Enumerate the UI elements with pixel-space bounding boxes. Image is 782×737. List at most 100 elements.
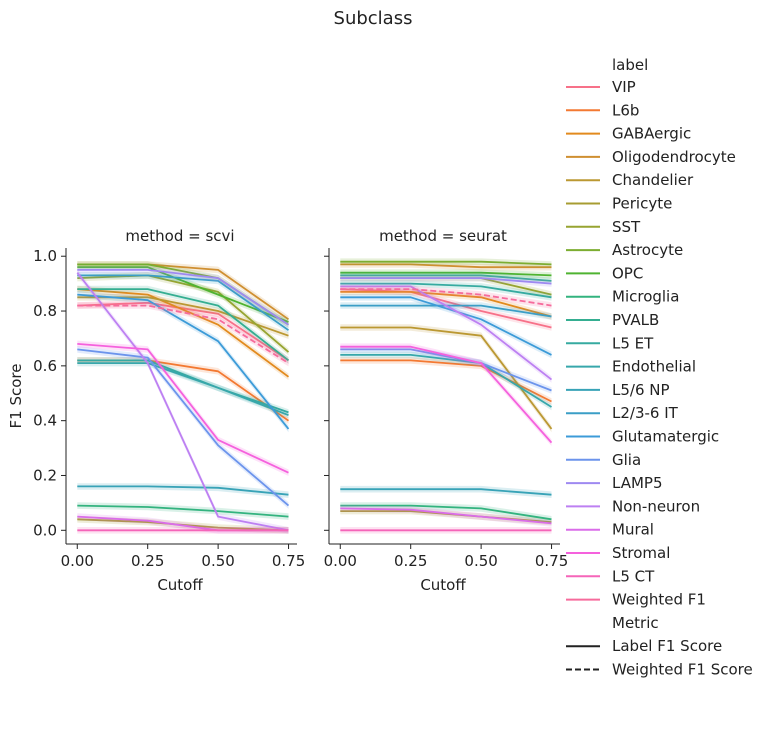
chart-title: Subclass	[334, 8, 413, 29]
series-line-glutamatergic	[340, 296, 552, 356]
series-band	[340, 285, 552, 309]
series-line-glia	[77, 348, 290, 507]
series-band	[340, 507, 552, 526]
panel-scvi: method = scvi 0.00 0.25 0.50 0.75 0.0 0.2 0.4…	[7, 227, 305, 594]
x-tick-label: 0.25	[394, 552, 427, 570]
x-axis-label: Cutoff	[420, 576, 466, 594]
series-band	[340, 502, 552, 523]
series-line-stromal	[340, 345, 553, 444]
legend-entry-label: Chandelier	[612, 171, 694, 189]
series-band	[340, 283, 552, 383]
x-tick-label: 0.50	[464, 552, 497, 570]
legend-entry-label: LAMP5	[612, 474, 663, 492]
legend-metric-label: Label F1 Score	[612, 637, 722, 655]
y-tick-label: 0.2	[33, 466, 57, 484]
legend-entry-label: Glutamatergic	[612, 428, 719, 446]
series-line-weighted-f1	[340, 288, 552, 307]
series-line-l5-et	[77, 359, 289, 414]
series-band	[77, 291, 289, 433]
series-line-l5-et	[340, 282, 552, 299]
series-line-mural	[340, 507, 552, 525]
series-line-endothelial	[77, 362, 289, 417]
series-line-glia	[340, 348, 552, 392]
series-line-vip	[77, 301, 289, 362]
legend-entry-label: PVALB	[612, 311, 659, 329]
series-line-sst	[77, 274, 290, 353]
legend-entry-label: L5 CT	[612, 567, 655, 585]
series-line-oligodendrocyte	[340, 263, 552, 269]
series-line-endothelial	[340, 353, 552, 408]
legend-entry-label: Pericyte	[612, 195, 672, 213]
series-band	[340, 302, 552, 320]
series-line-pvalb	[340, 274, 552, 282]
legend-entry-label: Endothelial	[612, 358, 696, 376]
series-band	[77, 285, 289, 364]
series-band	[77, 272, 289, 334]
legend-entry-label: Microglia	[612, 288, 679, 306]
legend-entry-label: L5 ET	[612, 334, 654, 352]
legend-entry-label: Glia	[612, 451, 641, 469]
x-tick-label: 0.50	[201, 552, 234, 570]
legend-entry-label: Weighted F1	[612, 591, 706, 609]
series-band	[77, 483, 289, 498]
x-tick-label: 0.00	[61, 552, 94, 570]
series-line-weighted-f1	[77, 304, 289, 364]
series-line-glutamatergic	[77, 293, 290, 430]
panel-title: method = seurat	[379, 227, 507, 245]
series-line-gabaergic	[77, 288, 290, 378]
series-band	[340, 294, 552, 359]
series-line-opc	[77, 266, 289, 323]
series-line-lamp5	[340, 277, 552, 285]
y-tick-label: 1.0	[33, 247, 57, 265]
series-band	[340, 258, 552, 268]
series-band	[77, 272, 289, 356]
series-line-vip	[340, 288, 552, 329]
series-band	[77, 261, 289, 328]
y-tick-label: 0.4	[33, 412, 57, 430]
legend-entry-label: OPC	[612, 264, 643, 282]
x-tick-label: 0.00	[324, 552, 357, 570]
series-line-chandelier	[340, 326, 553, 430]
legend-entry-label: Oligodendrocyte	[612, 148, 736, 166]
legend-entry-label: Stromal	[612, 544, 670, 562]
y-tick-label: 0.6	[33, 357, 57, 375]
series-line-microglia	[77, 504, 289, 518]
legend-entry-label: GABAergic	[612, 125, 691, 143]
y-tick-label: 0.0	[33, 521, 57, 539]
series-line-opc	[340, 271, 552, 277]
legend-entry-label: L6b	[612, 101, 639, 119]
series-line-non-neuron	[76, 272, 289, 532]
x-tick-label: 0.75	[272, 552, 305, 570]
legend-entry-label: L5/6 NP	[612, 381, 670, 399]
legend: label VIP L6b GABAergic Oligodendrocyte Chan…	[566, 56, 753, 679]
series-band	[77, 513, 289, 534]
series-line-pvalb	[77, 288, 290, 362]
series-line-stromal	[77, 343, 289, 474]
series-line-microglia	[340, 504, 552, 521]
legend-entry-label: VIP	[612, 78, 636, 96]
legend-title-metric: Metric	[612, 614, 659, 632]
y-tick-label: 0.8	[33, 302, 57, 320]
series-line-lamp5	[77, 268, 289, 326]
y-axis-label: F1 Score	[7, 364, 25, 429]
series-band	[77, 359, 289, 419]
series-band	[340, 274, 552, 298]
legend-entry-label: Mural	[612, 521, 654, 539]
legend-entry-label: Non-neuron	[612, 497, 700, 515]
x-tick-label: 0.75	[535, 552, 568, 570]
legend-entry-label: Astrocyte	[612, 241, 683, 259]
series-band	[77, 302, 289, 367]
panel-seurat: method = seurat 0.00 0.25 0.50 0.75 Cutoff	[324, 227, 569, 594]
series-line-gabaergic	[340, 290, 552, 318]
legend-entry-label: L2/3-6 IT	[612, 404, 679, 422]
series-line-l5-6-np	[77, 485, 289, 496]
series-line-l5-6-np	[340, 488, 552, 496]
legend-title-label: label	[612, 56, 648, 74]
series-line-l2-3-6-it	[77, 274, 290, 331]
panel-title: method = scvi	[125, 227, 234, 245]
x-tick-label: 0.25	[131, 552, 164, 570]
x-axis-label: Cutoff	[157, 576, 203, 594]
series-line-astrocyte	[340, 260, 552, 266]
series-line-non-neuron	[340, 285, 553, 381]
